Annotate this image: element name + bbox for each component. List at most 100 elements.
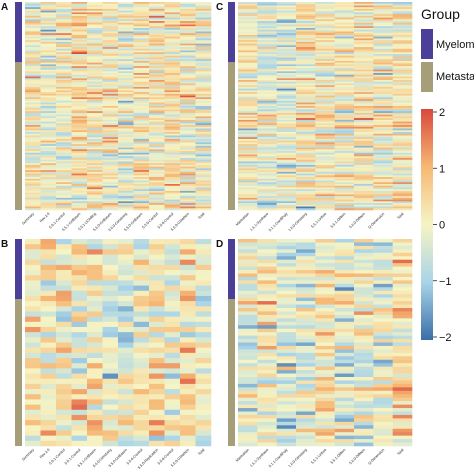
heatmap-cell (334, 43, 355, 46)
heatmap-cell (164, 43, 181, 46)
heatmap-cell (149, 130, 165, 133)
heatmap-cell (102, 67, 119, 70)
heatmap-cell (180, 368, 196, 374)
heatmap-cell (56, 78, 72, 81)
heatmap-cell (25, 203, 41, 206)
heatmap-cell (276, 189, 297, 192)
heatmap-cell (238, 31, 258, 34)
heatmap-cell (164, 100, 181, 103)
heatmap-cell (373, 263, 393, 267)
heatmap-cell (373, 59, 393, 62)
heatmap-cell (180, 60, 196, 63)
heatmap-cell (334, 435, 355, 440)
heatmap-cell (118, 104, 134, 107)
heatmap-cell (56, 132, 72, 135)
heatmap-cell (257, 83, 277, 86)
heatmap-cell (149, 95, 165, 98)
heatmap-cell (180, 140, 196, 143)
heatmap-cell (257, 80, 277, 83)
heatmap-cell (40, 7, 57, 10)
heatmap-cell (133, 171, 150, 174)
heatmap-cell (238, 173, 258, 176)
heatmap-cell (87, 275, 103, 281)
heatmap-cell (257, 187, 277, 190)
heatmap-cell (102, 430, 119, 436)
heatmap-cell (87, 399, 103, 405)
heatmap-cell (25, 270, 41, 276)
heatmap-cell (195, 166, 212, 169)
heatmap-cell (354, 57, 374, 60)
heatmap-cell (354, 159, 374, 162)
heatmap-cell (257, 137, 277, 140)
heatmap-cell (180, 175, 196, 178)
heatmap-cell (392, 119, 413, 122)
heatmap-cell (40, 358, 57, 364)
heatmap-cell (71, 175, 88, 178)
heatmap-cell (149, 194, 165, 197)
heatmap-cell (195, 156, 212, 159)
heatmap-cell (373, 21, 393, 24)
heatmap-cell (392, 21, 413, 24)
heatmap-cell (71, 90, 88, 93)
heatmap-cell (334, 21, 355, 24)
heatmap-cell (238, 10, 258, 13)
heatmap-cell (276, 349, 297, 354)
heatmap-cell (133, 285, 150, 292)
heatmap-cell (354, 259, 374, 264)
heatmap-cell (392, 366, 413, 371)
heatmap-cell (257, 318, 277, 323)
heatmap-cell (164, 80, 181, 83)
heatmap-cell (102, 177, 119, 180)
heatmap-cell (392, 184, 413, 187)
heatmap-cell (334, 197, 355, 200)
heatmap-cell (118, 106, 134, 109)
heatmap-cell (296, 377, 316, 381)
heatmap-cell (56, 86, 72, 89)
heatmap-cell (87, 45, 103, 48)
heatmap-cell (180, 208, 196, 211)
group-bar-myeloma (15, 239, 22, 300)
heatmap-cell (180, 81, 196, 84)
heatmap-cell (296, 168, 316, 171)
heatmap-cell (71, 55, 88, 58)
heatmap-cell (102, 171, 119, 174)
heatmap-cell (334, 71, 355, 74)
heatmap-cell (334, 78, 355, 81)
heatmap-cell (296, 256, 316, 260)
heatmap-cell (257, 283, 277, 288)
heatmap-cell (315, 192, 335, 195)
heatmap-cell (56, 8, 72, 11)
heatmap-cell (257, 24, 277, 27)
heatmap-cell (71, 239, 88, 245)
heatmap-cell (118, 203, 134, 206)
heatmap-cell (315, 112, 335, 115)
heatmap-cell (276, 397, 297, 402)
heatmap-cell (392, 92, 413, 95)
heatmap-cell (296, 178, 316, 181)
heatmap-cell (149, 177, 165, 180)
heatmap-cell (373, 380, 393, 385)
heatmap-cell (373, 408, 393, 412)
heatmap-cell (392, 142, 413, 145)
heatmap-cell (373, 206, 393, 209)
heatmap-cell (276, 259, 297, 264)
heatmap-cell (149, 69, 165, 72)
heatmap-cell (40, 119, 57, 122)
heatmap-cell (373, 34, 393, 37)
heatmap-cell (40, 368, 57, 374)
heatmap-cell (25, 26, 41, 29)
heatmap-cell (195, 342, 212, 348)
heatmap-cell (71, 358, 88, 364)
heatmap-cell (373, 130, 393, 133)
heatmap-cell (238, 15, 258, 18)
heatmap-cell (71, 301, 88, 307)
heatmap-cell (87, 116, 103, 119)
heatmap-cell (392, 69, 413, 72)
heatmap-cell (334, 301, 355, 305)
heatmap-cell (149, 81, 165, 84)
heatmap-cell (133, 80, 150, 83)
heatmap-cell (354, 149, 374, 152)
heatmap-cell (102, 52, 119, 55)
heatmap-cell (257, 67, 277, 70)
heatmap-cell (392, 114, 413, 117)
